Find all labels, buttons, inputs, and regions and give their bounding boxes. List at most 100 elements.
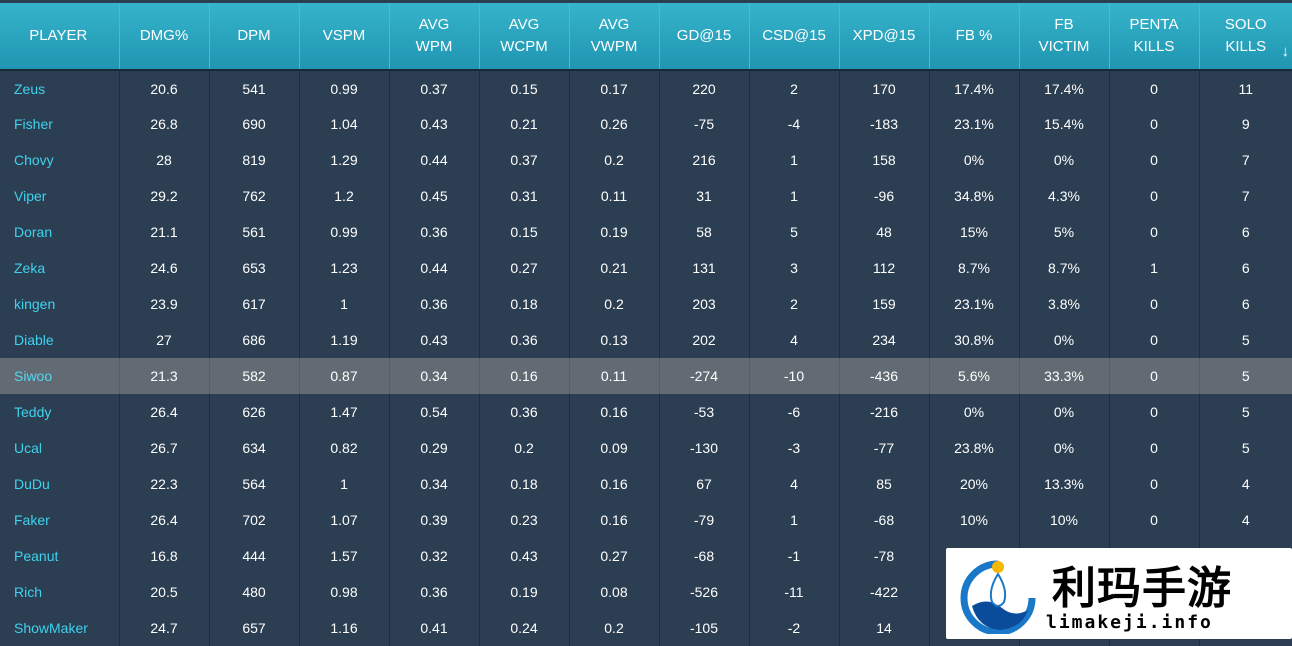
stat-cell-solo: 5 [1241,404,1250,420]
table-row[interactable]: Diable 27 686 1.19 0.43 0.36 0.13 202 4 234 30.8% 0… [0,322,1292,358]
stat-cell-vwpm: 0.2 [569,142,660,178]
stat-cell-fbv: 5% [1019,214,1110,250]
column-header-vspm[interactable]: VSPM [299,3,390,70]
stat-cell-fb: 5.6% [929,358,1020,394]
stat-cell-penta: 0 [1109,430,1200,466]
stat-cell-solo: 7 [1241,152,1250,168]
stat-cell-gd15: 131 [659,250,750,286]
column-header-vwpm[interactable]: AVG VWPM [569,3,660,70]
sort-desc-icon[interactable]: ↓ [1281,43,1290,60]
column-header-wcpm[interactable]: AVG WCPM [479,3,570,70]
stat-cell-gd15: -68 [659,538,750,574]
player-name-cell[interactable]: Diable [0,322,120,358]
player-name-cell[interactable]: DuDu [0,466,120,502]
stat-cell-vwpm: 0.2 [569,286,660,322]
stat-cell-csd15: -3 [749,430,840,466]
stat-cell-wpm: 0.34 [389,358,480,394]
table-row[interactable]: Zeka 24.6 653 1.23 0.44 0.27 0.21 131 3 112 8.7% 8.… [0,250,1292,286]
stat-cell-csd15: 2 [749,286,840,322]
stat-cell-csd15: 4 [749,322,840,358]
column-header-xpd15[interactable]: XPD@15 [839,3,930,70]
column-header-penta[interactable]: PENTA KILLS [1109,3,1200,70]
player-name-cell[interactable]: Siwoo [0,358,120,394]
stat-cell-dpm: 702 [209,502,300,538]
stat-cell-fbv: 0% [1019,430,1110,466]
player-name-cell[interactable]: Doran [0,214,120,250]
player-name-cell[interactable]: Ucal [0,430,120,466]
stat-cell-wpm: 0.37 [389,69,480,106]
player-name-cell[interactable]: Chovy [0,142,120,178]
stat-cell-vwpm: 0.19 [569,214,660,250]
table-row[interactable]: Ucal 26.7 634 0.82 0.29 0.2 0.09 -130 -3 -77 23.8%… [0,430,1292,466]
column-header-dpm[interactable]: DPM [209,3,300,70]
stat-cell-dmg: 16.8 [119,538,210,574]
stat-cell-wpm: 0.32 [389,538,480,574]
table-row[interactable]: Zeus 20.6 541 0.99 0.37 0.15 0.17 220 2 170 17.4% 1… [0,69,1292,106]
stat-cell-gd15: -75 [659,106,750,142]
column-header-dmg[interactable]: DMG% [119,3,210,70]
stat-cell-vspm: 0.99 [299,214,390,250]
player-name-cell[interactable]: ShowMaker [0,610,120,646]
stat-cell-vspm: 1.29 [299,142,390,178]
stat-cell-gd15: 216 [659,142,750,178]
stat-cell-wpm: 0.54 [389,394,480,430]
stat-cell-csd15: 1 [749,502,840,538]
column-header-player[interactable]: PLAYER [0,3,120,70]
stat-cell-wcpm: 0.43 [479,538,570,574]
column-header-gd15[interactable]: GD@15 [659,3,750,70]
player-name-cell[interactable]: Fisher [0,106,120,142]
column-header-solo[interactable]: SOLO KILLS ↓ [1199,3,1292,70]
stat-cell-dpm: 444 [209,538,300,574]
column-header-fb[interactable]: FB % [929,3,1020,70]
stat-cell-penta: 0 [1109,502,1200,538]
stat-cell-gd15: -130 [659,430,750,466]
stat-cell-vspm: 0.87 [299,358,390,394]
stat-cell-csd15: 1 [749,178,840,214]
stat-cell-gd15: -53 [659,394,750,430]
player-name-cell[interactable]: Viper [0,178,120,214]
player-name-cell[interactable]: Faker [0,502,120,538]
stat-cell-wpm: 0.34 [389,466,480,502]
column-header-wpm[interactable]: AVG WPM [389,3,480,70]
table-row[interactable]: Fisher 26.8 690 1.04 0.43 0.21 0.26 -75 -4 -183 23… [0,106,1292,142]
player-name-cell[interactable]: Peanut [0,538,120,574]
stat-cell-csd15: -2 [749,610,840,646]
stat-cell-fb: 30.8% [929,322,1020,358]
stat-cell-fbv: 0% [1019,322,1110,358]
stat-cell-vspm: 0.82 [299,430,390,466]
stat-cell-gd15: -274 [659,358,750,394]
player-name-cell[interactable]: Rich [0,574,120,610]
table-row[interactable]: kingen 23.9 617 1 0.36 0.18 0.2 203 2 159 23.1% 3.8… [0,286,1292,322]
table-row[interactable]: Viper 29.2 762 1.2 0.45 0.31 0.11 31 1 -96 34.8% 4.… [0,178,1292,214]
stat-cell-dmg: 24.6 [119,250,210,286]
table-row[interactable]: Faker 26.4 702 1.07 0.39 0.23 0.16 -79 1 -68 10% 10… [0,502,1292,538]
stat-cell-wpm: 0.29 [389,430,480,466]
column-header-fbv[interactable]: FB VICTIM [1019,3,1110,70]
table-row[interactable]: Teddy 26.4 626 1.47 0.54 0.36 0.16 -53 -6 -216 0% 0… [0,394,1292,430]
table-row[interactable]: ShowMaker 24.7 657 1.16 0.41 0.24 0.2 -105 -2 14 [0,610,1292,646]
stat-cell-vwpm: 0.09 [569,430,660,466]
stat-cell-fbv: 4.3% [1019,178,1110,214]
table-row[interactable]: Doran 21.1 561 0.99 0.36 0.15 0.19 58 5 48 15% 5% 0 6 [0,214,1292,250]
stat-cell-dpm: 653 [209,250,300,286]
table-row[interactable]: DuDu 22.3 564 1 0.34 0.18 0.16 67 4 85 20% 13.3% 0 4 [0,466,1292,502]
stat-cell-xpd15: -216 [839,394,930,430]
stat-cell-fb: 8.7% [929,250,1020,286]
table-row[interactable]: Chovy 28 819 1.29 0.44 0.37 0.2 216 1 158 0% 0% 0 7 [0,142,1292,178]
stat-cell-wcpm: 0.24 [479,610,570,646]
stat-cell-solo: 6 [1241,260,1250,276]
column-header-csd15[interactable]: CSD@15 [749,3,840,70]
stat-cell-wpm: 0.41 [389,610,480,646]
stat-cell-vwpm: 0.21 [569,250,660,286]
stat-cell-dpm: 582 [209,358,300,394]
stat-cell-wcpm: 0.21 [479,106,570,142]
stat-cell-fb: 20% [929,466,1020,502]
player-name-cell[interactable]: Zeka [0,250,120,286]
player-name-cell[interactable]: Zeus [0,69,120,106]
player-name-cell[interactable]: Teddy [0,394,120,430]
stat-cell-wpm: 0.45 [389,178,480,214]
player-name-cell[interactable]: kingen [0,286,120,322]
table-row[interactable]: Siwoo 21.3 582 0.87 0.34 0.16 0.11 -274 -10 -436 5… [0,358,1292,394]
stat-cell-gd15: -526 [659,574,750,610]
watermark: 利玛手游 limakeji.info [946,548,1292,639]
